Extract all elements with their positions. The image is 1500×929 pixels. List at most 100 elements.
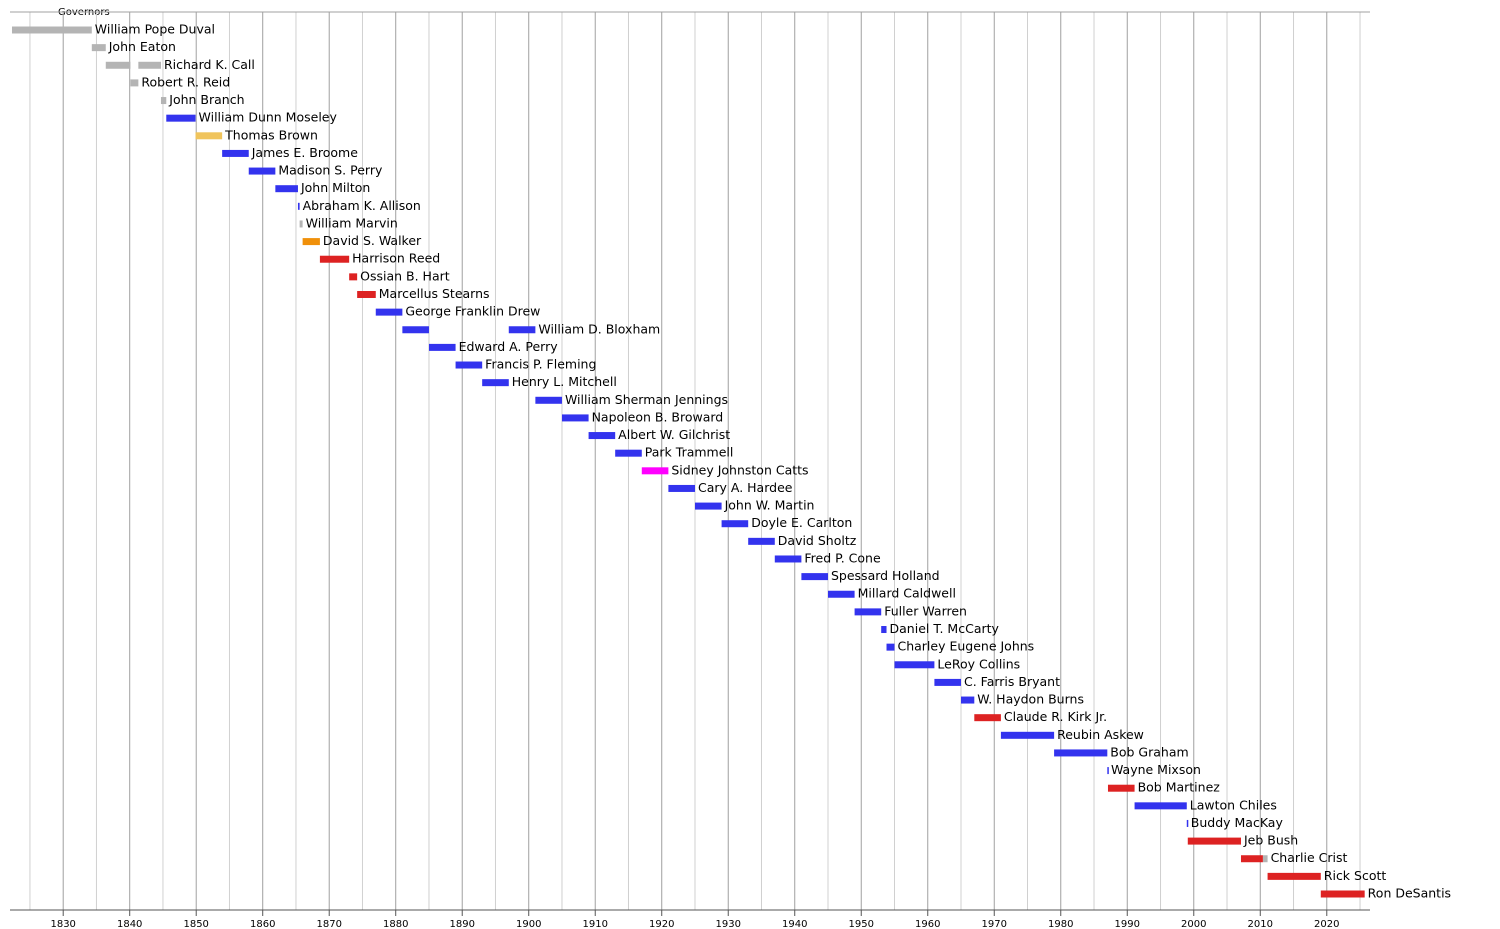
x-tick-label: 1850 — [183, 919, 208, 929]
term-bar — [138, 61, 161, 69]
governor-label: Thomas Brown — [224, 127, 318, 142]
governor-label: W. Haydon Burns — [977, 692, 1084, 707]
term-bar — [974, 714, 1001, 722]
governor-label: Park Trammell — [645, 445, 734, 460]
x-tick-label: 1950 — [849, 919, 874, 929]
governor-label: Harrison Reed — [352, 251, 440, 266]
x-tick-label: 2010 — [1248, 919, 1273, 929]
x-tick-label: 1930 — [716, 919, 741, 929]
governor-label: John W. Martin — [724, 498, 815, 513]
governor-label: Cary A. Hardee — [698, 480, 793, 495]
term-bar — [694, 502, 722, 510]
governor-label: David Sholtz — [778, 533, 857, 548]
term-bar — [886, 643, 895, 651]
governor-label: Millard Caldwell — [858, 586, 956, 601]
term-bar — [535, 396, 562, 404]
term-bar — [248, 167, 276, 175]
term-bar — [160, 97, 167, 105]
term-bar — [1054, 749, 1108, 757]
governor-label: Henry L. Mitchell — [512, 374, 617, 389]
term-bar — [482, 379, 509, 387]
governor-label: LeRoy Collins — [937, 656, 1020, 671]
term-bar — [1186, 819, 1189, 827]
governor-label: William Pope Duval — [95, 22, 215, 37]
x-tick-label: 1840 — [117, 919, 142, 929]
x-tick-label: 1970 — [982, 919, 1007, 929]
term-bar — [402, 326, 429, 334]
governor-label: David S. Walker — [323, 233, 422, 248]
term-bar — [561, 414, 589, 422]
term-bar — [455, 361, 483, 369]
governor-label: Reubin Askew — [1057, 727, 1144, 742]
term-bar — [881, 626, 887, 634]
x-tick-label: 1910 — [583, 919, 608, 929]
term-bar — [319, 255, 350, 263]
governor-label: William Dunn Moseley — [199, 110, 338, 125]
governor-label: John Milton — [300, 180, 370, 195]
term-bar — [1000, 731, 1055, 739]
term-bar — [1134, 802, 1187, 810]
governor-label: Sidney Johnston Catts — [671, 462, 808, 477]
governor-label: Napoleon B. Broward — [592, 409, 724, 424]
term-bar — [1107, 767, 1109, 775]
x-tick-label: 1880 — [383, 919, 408, 929]
term-bar — [774, 555, 802, 563]
governor-label: Jeb Bush — [1243, 833, 1298, 848]
term-bar — [91, 44, 106, 52]
term-bar — [588, 432, 616, 440]
x-tick-label: 1980 — [1048, 919, 1073, 929]
term-bar — [894, 661, 935, 669]
term-bar — [11, 26, 92, 34]
term-bar — [748, 537, 775, 545]
governor-label: Doyle E. Carlton — [751, 515, 852, 530]
governor-label: Fred P. Cone — [804, 550, 881, 565]
term-bar — [721, 520, 749, 528]
term-bar — [349, 273, 358, 281]
governor-label: Buddy MacKay — [1191, 815, 1284, 830]
governor-label: Charlie Crist — [1271, 850, 1348, 865]
term-bar — [1262, 855, 1268, 863]
term-bar — [130, 79, 139, 87]
term-bar — [428, 343, 456, 351]
term-bar — [297, 202, 300, 210]
governor-label: George Franklin Drew — [405, 304, 540, 319]
governor-label: John Eaton — [108, 39, 176, 54]
grid: 1830 1840 1850 1860 1870 1880 1890 1900 1910 1920… — [10, 11, 1370, 929]
governor-label: Francis P. Fleming — [485, 357, 596, 372]
x-tick-label: 1920 — [649, 919, 674, 929]
governor-label: William Sherman Jennings — [565, 392, 728, 407]
term-bar — [1240, 855, 1263, 863]
governor-label: Bob Martinez — [1138, 780, 1221, 795]
governor-label: Bob Graham — [1110, 744, 1188, 759]
term-bar — [615, 449, 642, 457]
governor-label: Claude R. Kirk Jr. — [1004, 709, 1107, 724]
term-bar — [222, 149, 249, 157]
term-bar — [1320, 890, 1365, 898]
governor-label: Fuller Warren — [884, 603, 967, 618]
governor-label: Charley Eugene Johns — [897, 639, 1034, 654]
governor-label: Edward A. Perry — [459, 339, 559, 354]
governor-label: William Marvin — [306, 215, 398, 230]
term-bar — [302, 238, 320, 246]
x-tick-label: 2020 — [1314, 919, 1339, 929]
x-tick-label: 1870 — [316, 919, 341, 929]
x-tick-label: 1990 — [1115, 919, 1140, 929]
x-tick-label: 1830 — [50, 919, 75, 929]
governor-label: Rick Scott — [1324, 868, 1387, 883]
term-bar — [195, 132, 223, 140]
governor-label: John Branch — [168, 92, 244, 107]
term-bar — [668, 484, 695, 492]
governor-label: Madison S. Perry — [278, 163, 383, 178]
x-tick-label: 1940 — [782, 919, 807, 929]
x-tick-label: 1900 — [516, 919, 541, 929]
governor-label: William D. Bloxham — [538, 321, 660, 336]
term-bar — [375, 308, 403, 316]
term-bar — [1107, 784, 1135, 792]
term-bar — [357, 290, 376, 298]
term-bar — [801, 573, 828, 581]
governor-label: Wayne Mixson — [1111, 762, 1201, 777]
term-bar — [641, 467, 669, 475]
governor-label: Albert W. Gilchrist — [618, 427, 730, 442]
